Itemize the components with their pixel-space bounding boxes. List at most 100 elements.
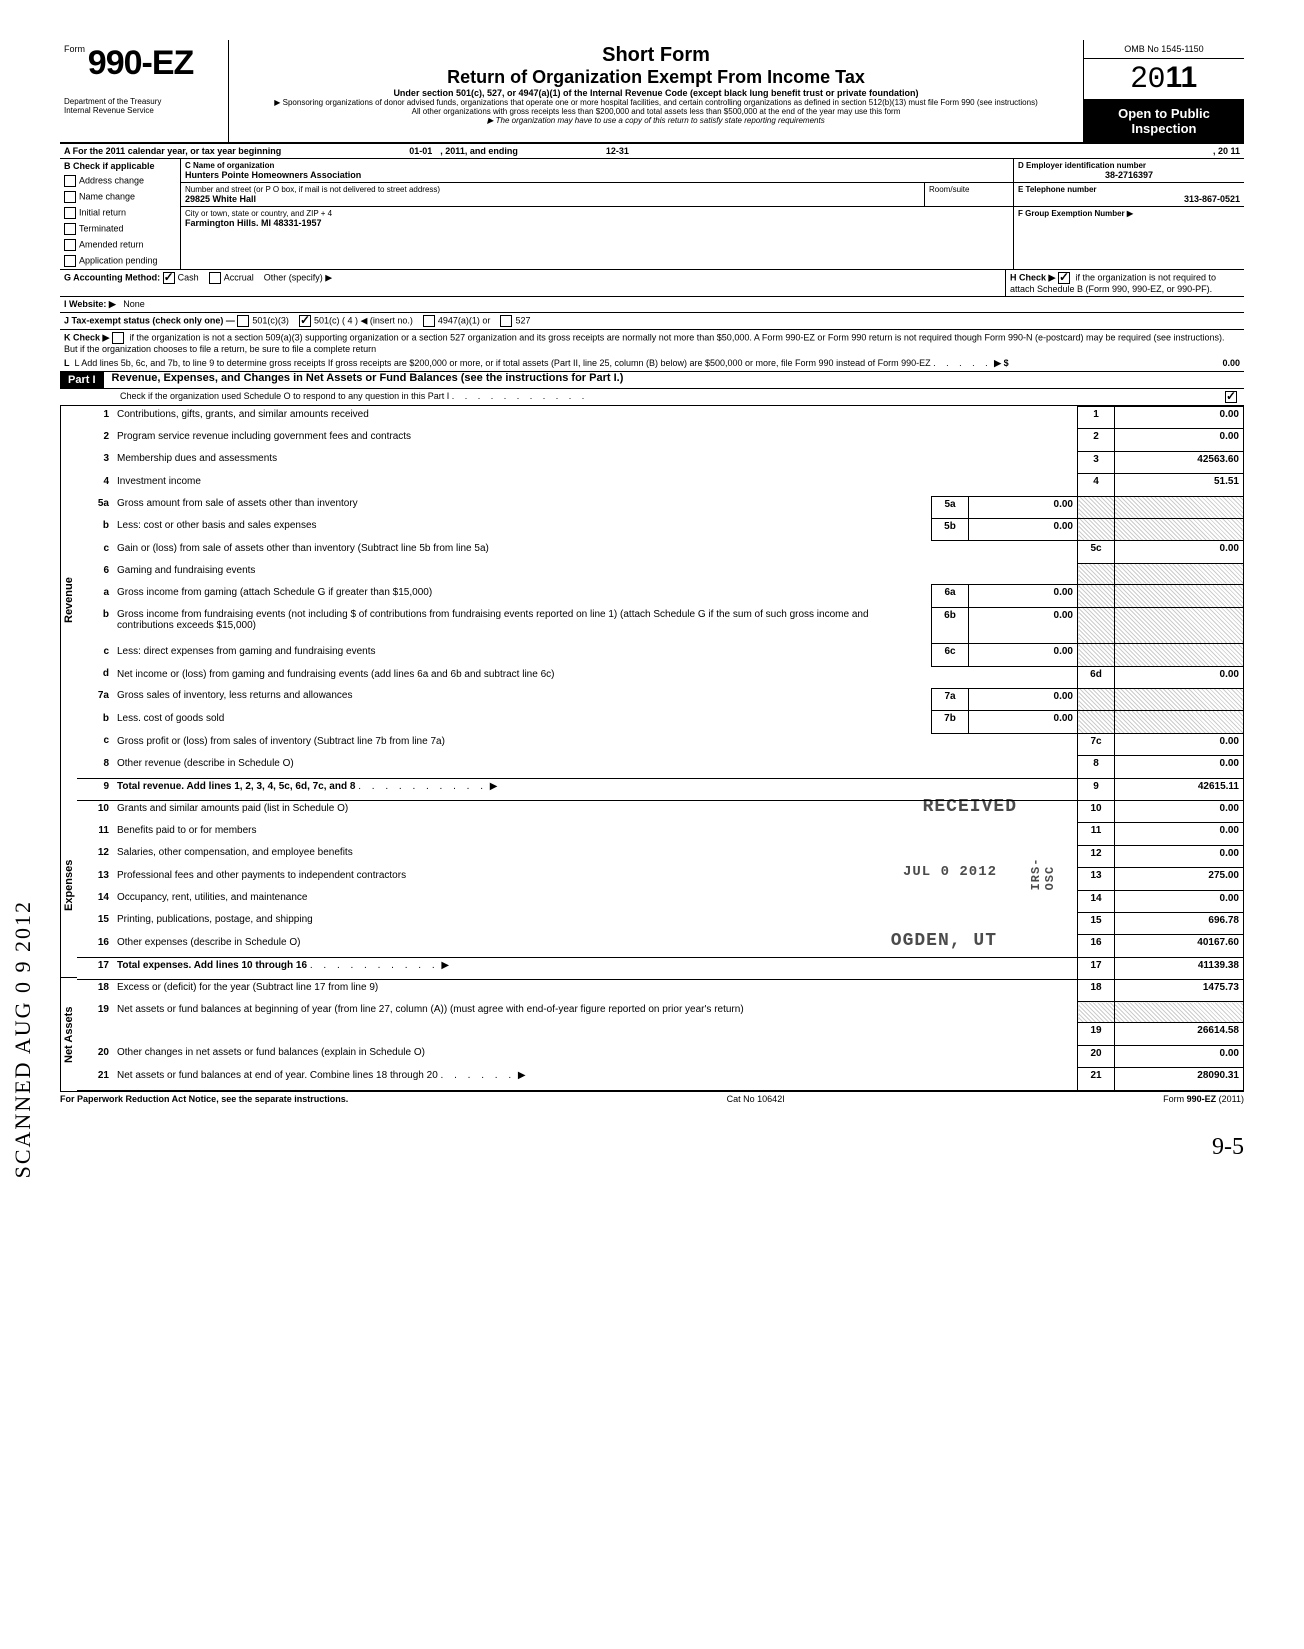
line5a-desc: Gross amount from sale of assets other t… (113, 496, 932, 518)
checkbox-accrual[interactable] (209, 272, 221, 284)
line5c-desc: Gain or (loss) from sale of assets other… (113, 541, 1078, 563)
form-header: Form 990-EZ Department of the Treasury I… (60, 40, 1244, 144)
line8-amt: 0.00 (1115, 756, 1244, 778)
checkbox-cash[interactable] (163, 272, 175, 284)
checkbox-terminated[interactable] (64, 223, 76, 235)
section-gh: G Accounting Method: Cash Accrual Other … (60, 269, 1244, 297)
line19-desc: Net assets or fund balances at beginning… (113, 1002, 1078, 1023)
line2-amt: 0.00 (1115, 429, 1244, 451)
line15-amt: 696.78 (1115, 912, 1244, 934)
checkbox-k[interactable] (112, 332, 124, 344)
footer-row: For Paperwork Reduction Act Notice, see … (60, 1092, 1244, 1104)
section-j: J Tax-exempt status (check only one) — 5… (60, 313, 1244, 330)
line5b-amt: 0.00 (969, 518, 1078, 540)
checkbox-pending[interactable] (64, 255, 76, 267)
checkbox-initial-return[interactable] (64, 207, 76, 219)
label-pending: Application pending (79, 255, 158, 265)
label-accrual: Accrual (224, 272, 254, 282)
line9-desc: Total revenue. Add lines 1, 2, 3, 4, 5c,… (117, 781, 355, 792)
section-a-mid: , 2011, and ending (436, 144, 522, 158)
form-word: Form (64, 44, 85, 54)
header-note3: ▶ The organization may have to use a cop… (237, 116, 1075, 125)
line6c-amt: 0.00 (969, 644, 1078, 666)
checkbox-4947[interactable] (423, 315, 435, 327)
label-address-change: Address change (79, 175, 144, 185)
part1-title: Revenue, Expenses, and Changes in Net As… (104, 372, 624, 388)
line20-desc: Other changes in net assets or fund bala… (113, 1045, 1078, 1067)
scanned-stamp: SCANNED AUG 0 9 2012 (10, 900, 36, 1178)
irs-stamp: IRS-OSC (1029, 848, 1057, 890)
gross-receipts: 0.00 (1116, 356, 1244, 371)
part1-header-row: Part I Revenue, Expenses, and Changes in… (60, 372, 1244, 389)
line6d-desc: Net income or (loss) from gaming and fun… (113, 666, 1078, 688)
section-f-label: F Group Exemption Number ▶ (1018, 209, 1240, 218)
checkbox-501c[interactable] (299, 315, 311, 327)
expenses-label: Expenses (60, 794, 77, 978)
section-b: B Check if applicable Address change Nam… (60, 159, 181, 269)
label-4947: 4947(a)(1) or (438, 315, 491, 325)
short-form-label: Short Form (237, 44, 1075, 67)
section-a-suffix: , 20 11 (1209, 144, 1244, 158)
line21-desc: Net assets or fund balances at end of ye… (117, 1070, 438, 1081)
form-number: 990-EZ (88, 44, 194, 82)
checkbox-schedule-o[interactable] (1225, 391, 1237, 403)
section-b-label: B Check if applicable (60, 159, 180, 173)
section-l: L L Add lines 5b, 6c, and 7b, to line 9 … (60, 356, 1244, 372)
line4-amt: 51.51 (1115, 474, 1244, 496)
line16-amt: 40167.60 (1115, 935, 1244, 957)
line11-amt: 0.00 (1115, 823, 1244, 845)
line13-desc: Professional fees and other payments to … (117, 870, 406, 881)
dept-irs: Internal Revenue Service (64, 106, 224, 115)
checkbox-527[interactable] (500, 315, 512, 327)
line5c-amt: 0.00 (1115, 541, 1244, 563)
line8-desc: Other revenue (describe in Schedule O) (113, 756, 1078, 778)
section-g-label: G Accounting Method: (64, 272, 160, 282)
initials: 9-5 (60, 1134, 1244, 1161)
line6-desc: Gaming and fundraising events (113, 563, 1078, 585)
checkbox-501c3[interactable] (237, 315, 249, 327)
line14-desc: Occupancy, rent, utilities, and maintena… (113, 890, 1078, 912)
info-block: B Check if applicable Address change Nam… (60, 159, 1244, 269)
dept-treasury: Department of the Treasury (64, 97, 224, 106)
section-k: K Check ▶ if the organization is not a s… (60, 330, 1244, 356)
line7a-amt: 0.00 (969, 688, 1078, 710)
line4-desc: Investment income (113, 474, 932, 496)
line18-desc: Excess or (deficit) for the year (Subtra… (113, 980, 1078, 1002)
line10-amt: 0.00 (1115, 800, 1244, 822)
line13-amt: 275.00 (1115, 868, 1244, 890)
line1-amt: 0.00 (1115, 407, 1244, 429)
checkbox-name-change[interactable] (64, 191, 76, 203)
section-c-name-label: C Name of organization (185, 161, 1009, 170)
line6a-amt: 0.00 (969, 585, 1078, 607)
line17-desc: Total expenses. Add lines 10 through 16 (117, 960, 307, 971)
line7b-amt: 0.00 (969, 711, 1078, 733)
section-l-arrow: ▶ $ (994, 358, 1008, 368)
label-cash: Cash (178, 272, 199, 282)
checkbox-address-change[interactable] (64, 175, 76, 187)
form-rev: Form 990-EZ (2011) (1163, 1094, 1244, 1104)
tax-year-begin: 01-01 (405, 144, 436, 158)
subtitle: Under section 501(c), 527, or 4947(a)(1)… (237, 88, 1075, 98)
section-c: C Name of organization Hunters Pointe Ho… (181, 159, 1013, 269)
line5b-desc: Less: cost or other basis and sales expe… (113, 518, 932, 540)
line19-amt: 26614.58 (1115, 1023, 1244, 1045)
form-number-box: Form 990-EZ Department of the Treasury I… (60, 40, 229, 142)
title-box: Short Form Return of Organization Exempt… (229, 40, 1083, 142)
omb-number: OMB No 1545-1150 (1084, 40, 1244, 59)
checkbox-amended[interactable] (64, 239, 76, 251)
section-j-label: J Tax-exempt status (check only one) — (64, 315, 235, 325)
line3-amt: 42563.60 (1115, 451, 1244, 473)
label-527: 527 (515, 315, 530, 325)
checkbox-schedule-b[interactable] (1058, 272, 1070, 284)
line16-desc: Other expenses (describe in Schedule O) (117, 937, 300, 948)
line7b-desc: Less. cost of goods sold (113, 711, 932, 733)
received-stamp: RECEIVED (923, 797, 1017, 817)
part1-body: Revenue Expenses Net Assets 1Contributio… (60, 406, 1244, 1092)
label-terminated: Terminated (79, 223, 124, 233)
netassets-label: Net Assets (60, 978, 77, 1092)
section-i-label: I Website: ▶ (64, 299, 116, 309)
line9-amt: 42615.11 (1115, 778, 1244, 800)
line12-amt: 0.00 (1115, 845, 1244, 867)
ein: 38-2716397 (1018, 170, 1240, 180)
line6b-desc: Gross income from fundraising events (no… (113, 607, 932, 643)
